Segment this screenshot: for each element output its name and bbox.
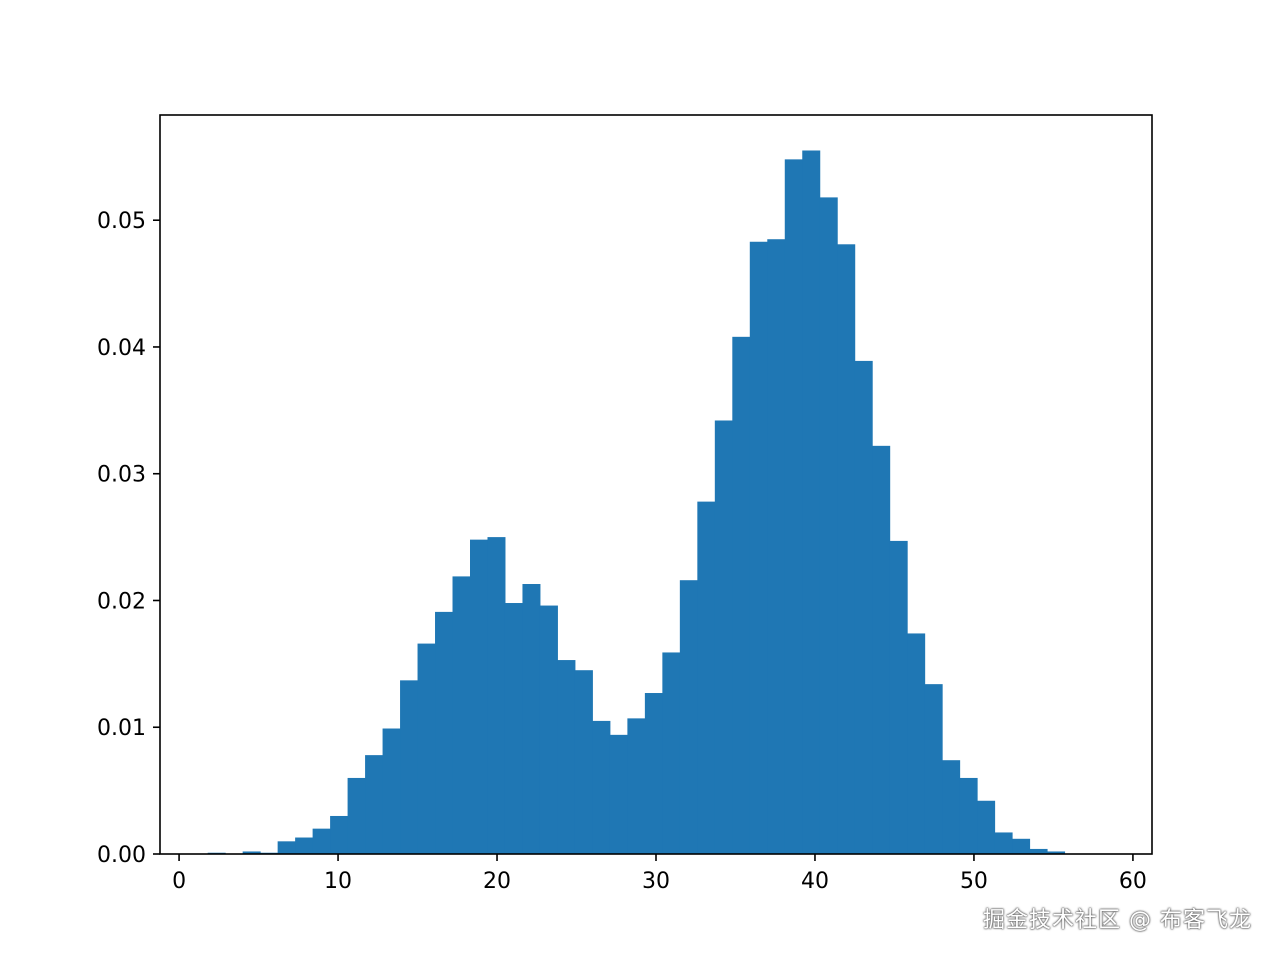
y-tick-label: 0.01 [97, 716, 146, 741]
histogram-bar [557, 660, 576, 854]
y-tick-label: 0.05 [97, 209, 146, 234]
histogram-bar [627, 718, 646, 854]
histogram-bar [504, 603, 523, 854]
histogram-bar [854, 360, 873, 854]
histogram-bar [872, 445, 891, 854]
histogram-bar [802, 150, 821, 854]
x-tick-label: 10 [324, 869, 352, 894]
x-axis: 0 10 20 30 40 50 60 [172, 854, 1147, 894]
histogram-bar [907, 633, 926, 854]
y-tick-label: 0.00 [97, 843, 146, 868]
histogram-bar [784, 159, 803, 854]
x-tick-label: 30 [642, 869, 670, 894]
x-tick-label: 50 [960, 869, 988, 894]
y-axis: 0.00 0.01 0.02 0.03 0.04 0.05 [97, 209, 160, 868]
histogram-bar [539, 605, 558, 854]
y-tick-label: 0.04 [97, 336, 146, 361]
histogram-bar [435, 611, 454, 854]
histogram-bar [330, 815, 349, 854]
histogram-bar [662, 652, 681, 854]
histogram-bar [312, 828, 331, 854]
histogram-bar [277, 841, 296, 854]
histogram-bar [837, 244, 856, 854]
histogram-bar [574, 670, 593, 854]
histogram-bar [365, 755, 384, 854]
histogram-bar [522, 584, 541, 854]
histogram-bar [819, 197, 838, 854]
histogram-bar [644, 693, 663, 854]
histogram-bar [470, 539, 488, 854]
histogram-bar [400, 680, 419, 854]
bars-group [207, 150, 1066, 854]
histogram-bar [994, 832, 1013, 854]
histogram-bar [977, 800, 996, 854]
histogram-bar [452, 576, 471, 854]
histogram-bar [889, 540, 908, 854]
watermark: 掘金技术社区 @ 布客飞龙 [983, 908, 1252, 933]
histogram-bar [714, 420, 733, 854]
histogram-bar [487, 537, 506, 854]
histogram-bar [767, 239, 786, 854]
histogram-bar [697, 501, 716, 854]
histogram-bar [679, 580, 698, 854]
x-tick-label: 0 [172, 869, 186, 894]
histogram-bar [942, 760, 961, 854]
histogram-bar [1029, 848, 1048, 854]
histogram-bar [592, 720, 611, 854]
histogram-bar [609, 734, 628, 854]
histogram-bar [295, 837, 314, 854]
histogram-bar [1047, 851, 1066, 854]
histogram-bar [1012, 838, 1031, 854]
histogram-bar [749, 241, 768, 854]
histogram-bar [347, 777, 366, 854]
histogram-bar [924, 684, 943, 854]
y-tick-label: 0.03 [97, 463, 146, 488]
x-tick-label: 40 [801, 869, 829, 894]
histogram-bar [382, 728, 401, 854]
x-tick-label: 20 [483, 869, 511, 894]
histogram-bar [732, 336, 751, 854]
y-tick-label: 0.02 [97, 589, 146, 614]
x-tick-label: 60 [1119, 869, 1147, 894]
histogram-bar [959, 777, 978, 854]
histogram-bar [242, 851, 261, 854]
histogram-bar [417, 643, 436, 854]
